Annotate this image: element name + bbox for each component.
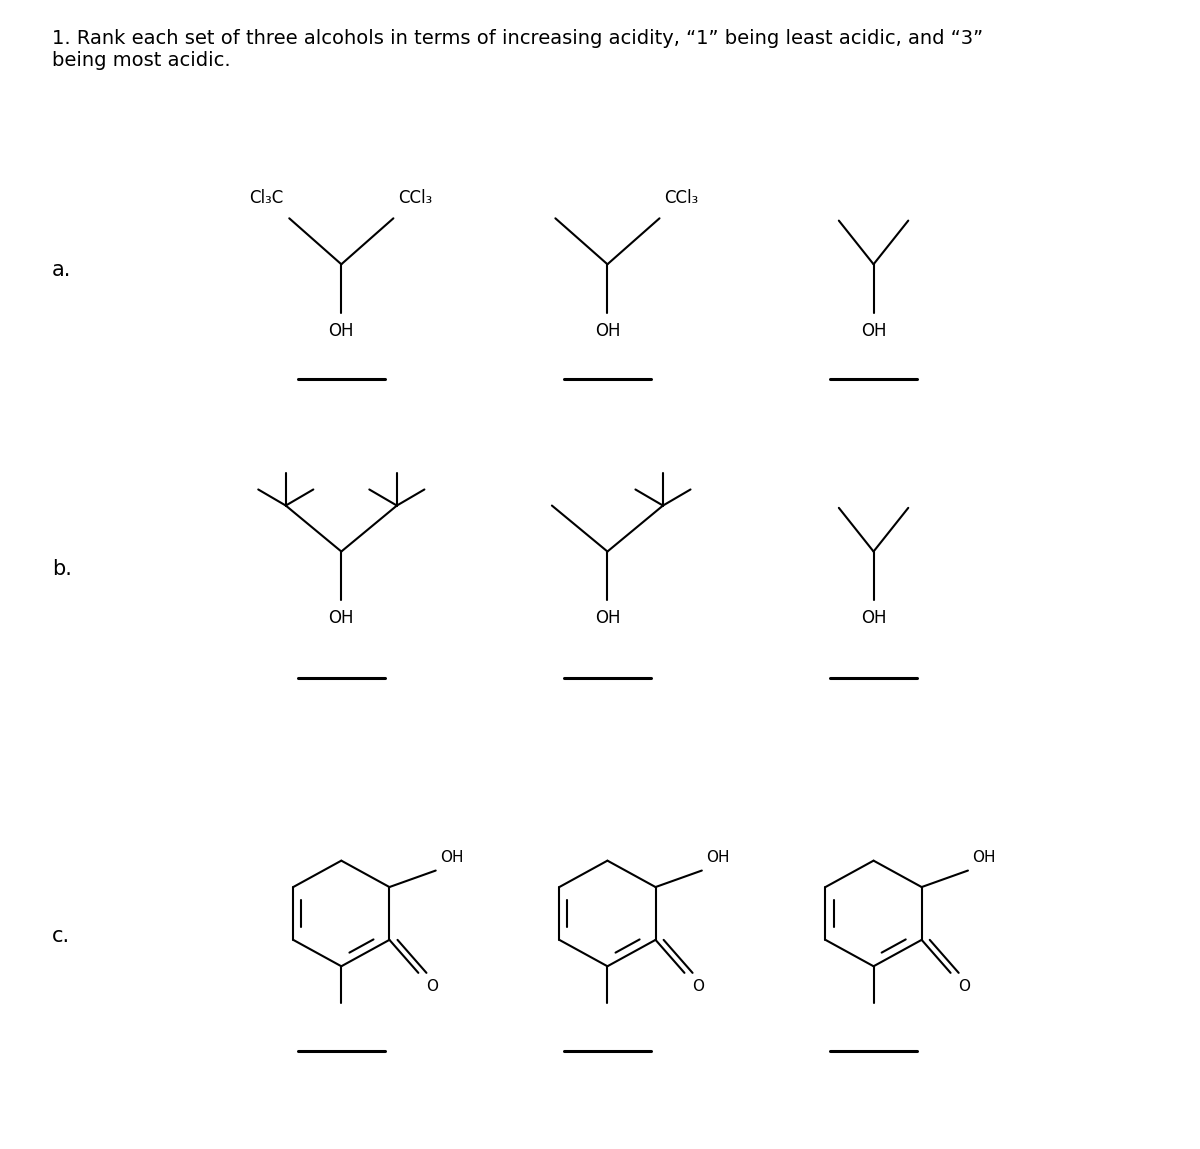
Text: b.: b. — [52, 558, 72, 579]
Text: O: O — [692, 979, 704, 994]
Text: OH: OH — [329, 609, 354, 627]
Text: CCl₃: CCl₃ — [664, 188, 698, 207]
Text: OH: OH — [972, 850, 996, 865]
Text: OH: OH — [860, 609, 887, 627]
Text: OH: OH — [860, 322, 887, 340]
Text: O: O — [426, 979, 438, 994]
Text: OH: OH — [595, 322, 620, 340]
Text: c.: c. — [52, 926, 70, 947]
Text: 1. Rank each set of three alcohols in terms of increasing acidity, “1” being lea: 1. Rank each set of three alcohols in te… — [52, 29, 983, 70]
Text: CCl₃: CCl₃ — [398, 188, 432, 207]
Text: OH: OH — [329, 322, 354, 340]
Text: OH: OH — [440, 850, 464, 865]
Text: OH: OH — [707, 850, 730, 865]
Text: O: O — [959, 979, 971, 994]
Text: Cl₃C: Cl₃C — [250, 188, 283, 207]
Text: a.: a. — [52, 260, 72, 280]
Text: OH: OH — [595, 609, 620, 627]
